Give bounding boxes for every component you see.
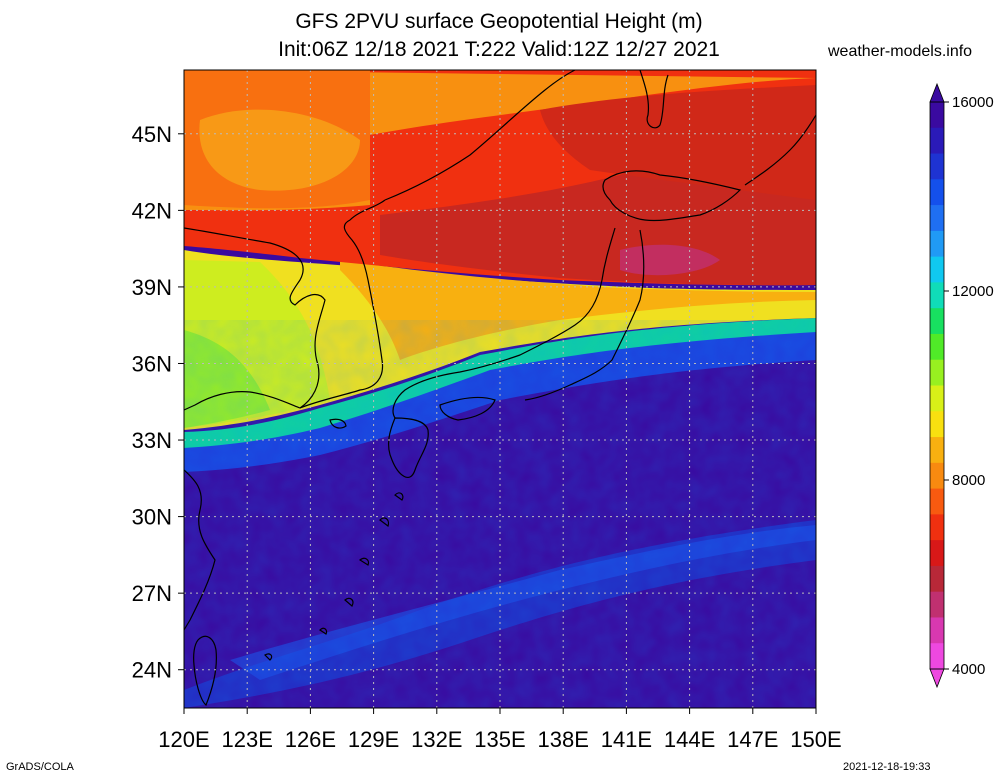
map-subtitle: Init:06Z 12/18 2021 T:222 Valid:12Z 12/2… (278, 38, 720, 61)
colorbar-swatch (930, 617, 944, 644)
colorbar-swatch (930, 411, 944, 438)
colorbar-top-arrow (929, 82, 945, 103)
colorbar-swatch (930, 308, 944, 335)
lon-tick-label: 120E (158, 727, 209, 752)
colorbar-swatch (930, 102, 944, 129)
lon-tick-label: 126E (285, 727, 336, 752)
colorbar-swatch (930, 540, 944, 567)
lat-tick-label: 30N (132, 505, 172, 530)
lat-tick-label: 45N (132, 122, 172, 147)
colorbar-swatch (930, 359, 944, 386)
colorbar-swatch (930, 153, 944, 180)
source-label: weather-models.info (828, 43, 973, 60)
colorbar-frame (929, 101, 945, 670)
colorbar-label: 12000 (952, 283, 994, 300)
colorbar-label: 4000 (952, 661, 985, 678)
lon-tick-label: 150E (790, 727, 841, 752)
colorbar-swatch (930, 462, 944, 490)
colorbar-swatch (930, 488, 944, 515)
lon-tick-label: 144E (664, 727, 715, 752)
colorbar-swatch (930, 127, 944, 155)
colorbar-swatch (930, 230, 944, 258)
colorbar-label: 8000 (952, 472, 985, 489)
lon-tick-label: 141E (601, 727, 652, 752)
lat-tick-label: 36N (132, 351, 172, 376)
lon-tick-label: 132E (411, 727, 462, 752)
gridlines (184, 70, 816, 708)
colorbar-bottom-arrow (929, 668, 945, 689)
colorbar-swatch (930, 205, 944, 232)
software-credit: GrADS/COLA (6, 761, 74, 773)
map-title: GFS 2PVU surface Geopotential Height (m) (295, 10, 703, 33)
lon-tick-label: 147E (727, 727, 778, 752)
colorbar-swatch (930, 179, 944, 206)
colorbar: 16000 12000 8000 4000 (929, 82, 994, 689)
colorbar-swatch (930, 565, 944, 593)
colorbar-swatch (930, 385, 944, 412)
lon-tick-label: 129E (348, 727, 399, 752)
lat-tick-label: 24N (132, 658, 172, 683)
colorbar-label: 16000 (952, 94, 994, 111)
lon-tick-label: 135E (474, 727, 525, 752)
lat-tick-label: 33N (132, 428, 172, 453)
lat-tick-label: 39N (132, 275, 172, 300)
colorbar-swatch (930, 643, 944, 670)
generation-timestamp: 2021-12-18-19:33 (843, 761, 931, 773)
colorbar-swatch (930, 333, 944, 361)
coastlines (184, 70, 816, 706)
colorbar-swatch (930, 256, 944, 283)
colorbar-swatch (930, 282, 944, 309)
lon-tick-label: 123E (222, 727, 273, 752)
colorbar-swatch (930, 437, 944, 464)
lat-tick-label: 42N (132, 198, 172, 223)
latitude-axis: 45N 42N 39N 36N 33N 30N 27N 24N (132, 122, 184, 683)
lat-tick-label: 27N (132, 581, 172, 606)
colorbar-swatch (930, 591, 944, 618)
colorbar-swatch (930, 514, 944, 541)
lon-tick-label: 138E (538, 727, 589, 752)
longitude-axis: 120E 123E 126E 129E 132E 135E 138E 141E 144E 147E… (158, 708, 842, 752)
